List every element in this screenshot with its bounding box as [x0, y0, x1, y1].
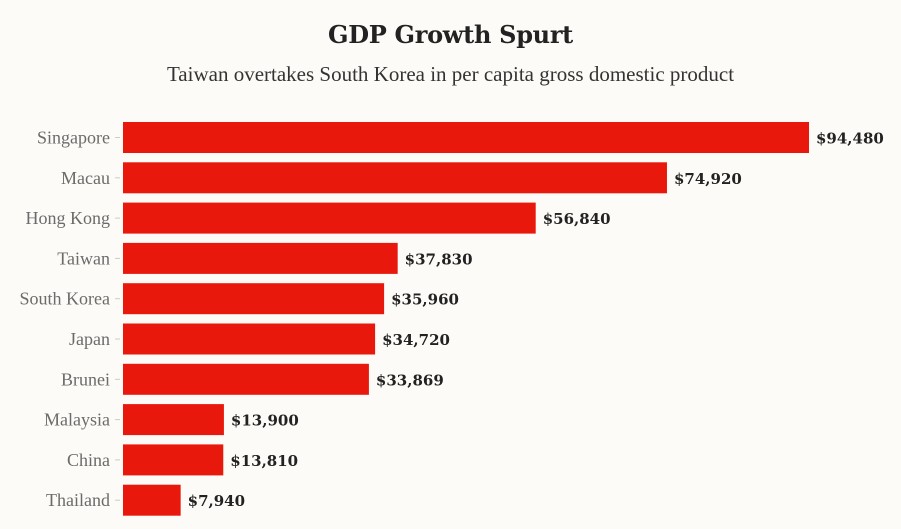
- bar-macau: [123, 162, 667, 194]
- bar-south-korea: [123, 283, 385, 315]
- category-label-south-korea: South Korea: [20, 289, 110, 309]
- category-label-hong-kong: Hong Kong: [26, 208, 111, 228]
- category-label-malaysia: Malaysia: [44, 410, 110, 430]
- value-label-brunei: $33,869: [376, 371, 444, 389]
- category-label-thailand: Thailand: [46, 490, 110, 510]
- category-label-brunei: Brunei: [61, 369, 110, 389]
- bar-china: [123, 444, 224, 476]
- value-label-china: $13,810: [230, 452, 298, 470]
- value-label-hong-kong: $56,840: [543, 210, 611, 228]
- category-label-japan: Japan: [69, 329, 110, 349]
- category-label-macau: Macau: [61, 168, 110, 188]
- bar-thailand: [123, 484, 181, 516]
- category-label-china: China: [67, 450, 110, 470]
- value-label-japan: $34,720: [382, 331, 450, 349]
- value-label-thailand: $7,940: [188, 492, 245, 510]
- value-label-taiwan: $37,830: [405, 250, 473, 268]
- value-label-malaysia: $13,900: [231, 412, 299, 430]
- category-label-singapore: Singapore: [37, 128, 110, 148]
- bar-taiwan: [123, 242, 398, 274]
- bar-brunei: [123, 363, 369, 395]
- bar-malaysia: [123, 404, 224, 436]
- value-label-macau: $74,920: [674, 170, 742, 188]
- value-label-singapore: $94,480: [816, 130, 884, 148]
- category-label-taiwan: Taiwan: [57, 248, 110, 268]
- chart-subtitle: Taiwan overtakes South Korea in per capi…: [166, 62, 735, 86]
- chart-title: GDP Growth Spurt: [328, 20, 573, 49]
- bar-hong-kong: [123, 202, 536, 234]
- bar-singapore: [123, 122, 809, 153]
- bar-japan: [123, 323, 376, 355]
- value-label-south-korea: $35,960: [391, 291, 459, 309]
